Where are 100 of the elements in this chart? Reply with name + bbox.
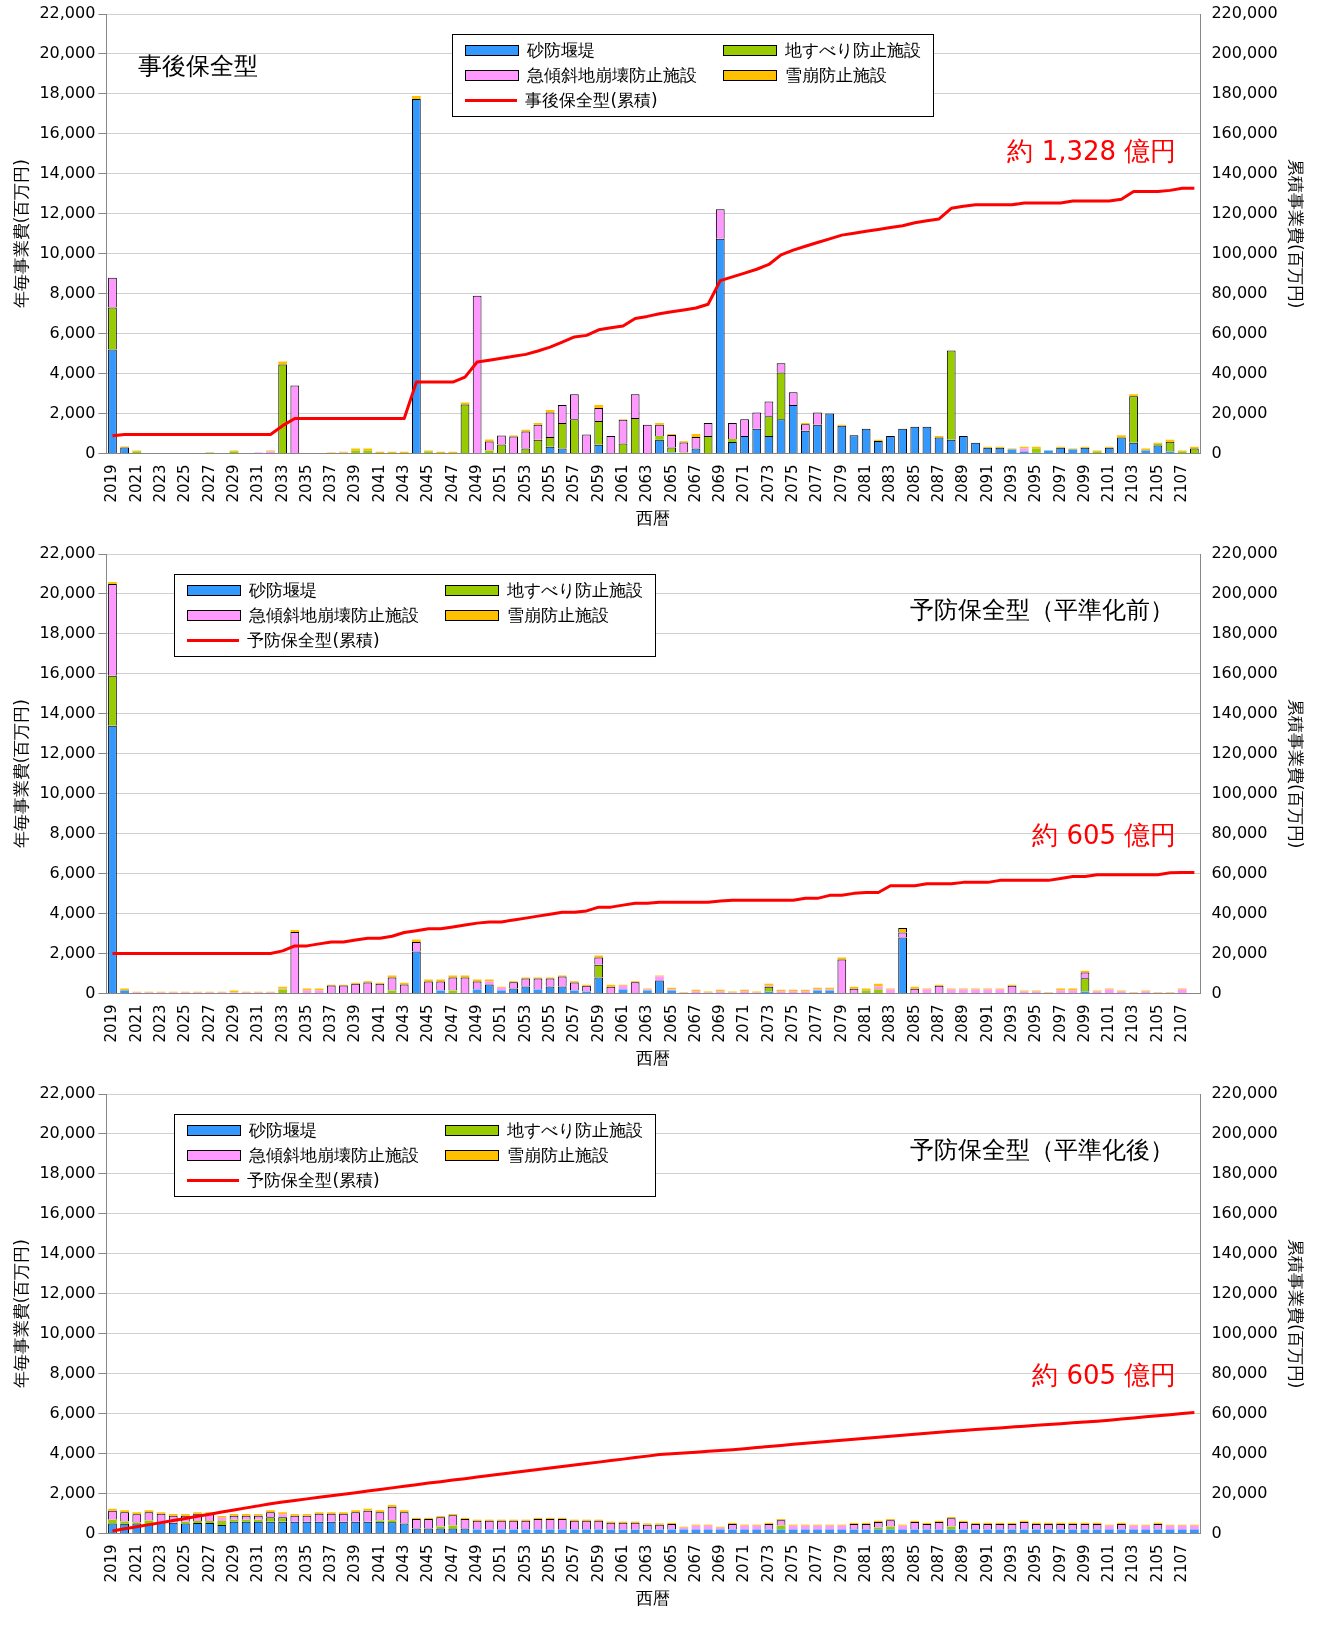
y2-tick-label: 120,000 xyxy=(1211,202,1278,222)
x-tick-label: 2037 xyxy=(321,1004,340,1043)
x-tick-label: 2069 xyxy=(710,464,729,503)
legend-label: 急傾斜地崩壊防止施設 xyxy=(527,64,698,87)
y-tick-label: 6,000 xyxy=(49,322,96,342)
x-tick-label: 2071 xyxy=(734,1544,753,1583)
x-tick-label: 2031 xyxy=(248,464,267,503)
y2-tick-label: 140,000 xyxy=(1211,702,1278,722)
y2-tick-label: 20,000 xyxy=(1211,402,1268,422)
x-tick-label: 2039 xyxy=(345,464,364,503)
y2-tick-label: 200,000 xyxy=(1211,43,1278,63)
x-tick-label: 2037 xyxy=(321,1544,340,1583)
y2-tick-label: 0 xyxy=(1211,442,1222,462)
x-tick-label: 2045 xyxy=(418,1544,437,1583)
x-tick-label: 2103 xyxy=(1123,1004,1142,1043)
x-tick-label: 2047 xyxy=(442,464,461,503)
y2-tick-label: 160,000 xyxy=(1211,123,1278,142)
x-tick-label: 2107 xyxy=(1172,1004,1191,1043)
x-tick-label: 2067 xyxy=(685,464,704,503)
legend-label: 砂防堰堤 xyxy=(527,39,596,62)
x-tick-label: 2055 xyxy=(539,464,558,503)
x-tick-label: 2039 xyxy=(345,1544,364,1583)
x-tick-label: 2085 xyxy=(904,464,923,503)
x-tick-label: 2099 xyxy=(1074,464,1093,503)
y-tick-label: 20,000 xyxy=(39,43,96,63)
y-axis-title: 年毎事業費(百万円) xyxy=(10,159,31,309)
x-tick-label: 2059 xyxy=(588,1544,607,1583)
x-tick-label: 2085 xyxy=(904,1544,923,1583)
x-tick-label: 2089 xyxy=(953,1004,972,1043)
x-tick-label: 2045 xyxy=(418,1004,437,1043)
x-tick-label: 2107 xyxy=(1172,1544,1191,1583)
x-tick-label: 2035 xyxy=(296,1004,315,1043)
x-tick-label: 2073 xyxy=(758,1544,777,1583)
x-tick-label: 2105 xyxy=(1147,1004,1166,1043)
y2-tick-label: 20,000 xyxy=(1211,1482,1268,1502)
y2-tick-label: 20,000 xyxy=(1211,942,1268,962)
y2-tick-label: 100,000 xyxy=(1211,782,1278,802)
x-tick-label: 2033 xyxy=(272,1544,291,1583)
x-tick-label: 2061 xyxy=(612,1004,631,1043)
legend-label: 雪崩防止施設 xyxy=(785,64,888,87)
y-tick-label: 18,000 xyxy=(39,83,96,103)
y2-tick-label: 100,000 xyxy=(1211,1322,1278,1342)
y-tick-label: 12,000 xyxy=(39,1282,96,1302)
y-tick-label: 2,000 xyxy=(49,402,96,422)
x-tick-label: 2035 xyxy=(296,1544,315,1583)
x-tick-label: 2063 xyxy=(637,464,656,503)
x-tick-label: 2081 xyxy=(856,1544,875,1583)
annotation: 約 605 億円 xyxy=(1032,1360,1177,1391)
y2-tick-label: 40,000 xyxy=(1211,362,1268,382)
y2-tick-label: 40,000 xyxy=(1211,902,1268,922)
x-tick-label: 2019 xyxy=(102,1004,121,1043)
text: 事後保全型 xyxy=(138,51,259,82)
y-tick-label: 4,000 xyxy=(49,362,96,382)
x-tick-label: 2053 xyxy=(515,1004,534,1043)
x-tick-label: 2059 xyxy=(588,1004,607,1043)
y2-tick-label: 180,000 xyxy=(1211,623,1278,643)
legend-label: 地すべり防止施設 xyxy=(785,39,922,62)
x-tick-label: 2091 xyxy=(977,464,996,503)
y-tick-label: 10,000 xyxy=(39,1322,96,1342)
x-tick-label: 2083 xyxy=(880,1544,899,1583)
x-axis-title: 西暦 xyxy=(636,1588,671,1609)
y-tick-label: 0 xyxy=(85,982,96,1002)
x-tick-label: 2077 xyxy=(807,1004,826,1043)
legend-label: 予防保全型(累積) xyxy=(247,629,380,652)
x-tick-label: 2023 xyxy=(150,1544,169,1583)
y2-tick-label: 140,000 xyxy=(1211,1242,1278,1262)
x-tick-label: 2029 xyxy=(223,1544,242,1583)
y2-tick-label: 220,000 xyxy=(1211,543,1278,563)
legend-label: 雪崩防止施設 xyxy=(507,604,610,627)
y-tick-label: 2,000 xyxy=(49,942,96,962)
x-tick-label: 2043 xyxy=(394,1544,413,1583)
y-tick-label: 12,000 xyxy=(39,742,96,762)
y2-tick-label: 220,000 xyxy=(1211,1083,1278,1103)
x-tick-label: 2027 xyxy=(199,464,218,503)
x-axis-title: 西暦 xyxy=(636,508,671,529)
x-tick-label: 2079 xyxy=(831,464,850,503)
y2-tick-label: 0 xyxy=(1211,1522,1222,1542)
y-tick-label: 14,000 xyxy=(39,162,96,182)
y-tick-label: 8,000 xyxy=(49,822,96,842)
x-tick-label: 2063 xyxy=(637,1004,656,1043)
x-tick-label: 2105 xyxy=(1147,1544,1166,1583)
x-tick-label: 2021 xyxy=(126,1004,145,1043)
x-tick-label: 2039 xyxy=(345,1004,364,1043)
y2-tick-label: 140,000 xyxy=(1211,162,1278,182)
x-tick-label: 2079 xyxy=(831,1004,850,1043)
x-tick-label: 2073 xyxy=(758,464,777,503)
x-tick-label: 2065 xyxy=(661,1544,680,1583)
y-tick-label: 22,000 xyxy=(39,543,96,563)
x-tick-label: 2093 xyxy=(1001,464,1020,503)
x-tick-label: 2019 xyxy=(102,464,121,503)
y2-tick-label: 120,000 xyxy=(1211,742,1278,762)
legend-label: 地すべり防止施設 xyxy=(507,579,644,602)
x-tick-label: 2023 xyxy=(150,464,169,503)
x-tick-label: 2055 xyxy=(539,1004,558,1043)
y2-tick-label: 180,000 xyxy=(1211,83,1278,103)
x-tick-label: 2093 xyxy=(1001,1544,1020,1583)
y-tick-label: 0 xyxy=(85,442,96,462)
x-tick-label: 2049 xyxy=(467,1544,486,1583)
y2-tick-label: 60,000 xyxy=(1211,862,1268,882)
x-tick-label: 2081 xyxy=(856,464,875,503)
